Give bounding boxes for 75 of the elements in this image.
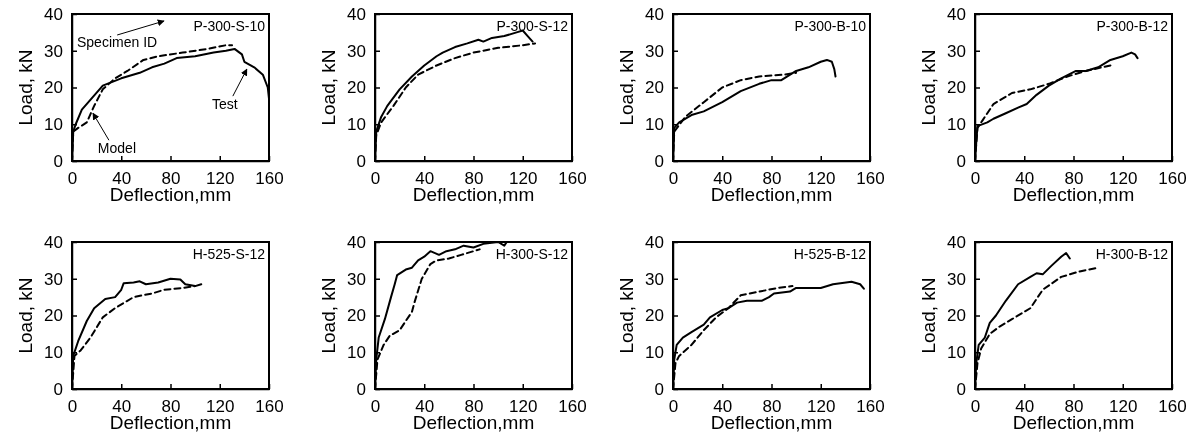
y-tick-label: 10: [44, 343, 63, 363]
y-tick-label: 30: [347, 41, 366, 61]
y-tick-label: 20: [347, 78, 366, 98]
chart-title: P-300-B-12: [1096, 18, 1169, 34]
x-tick-label: 160: [558, 397, 587, 417]
y-tick-label: 20: [44, 306, 63, 326]
y-axis-title: Load, kN: [15, 277, 36, 354]
y-tick-label: 20: [645, 306, 664, 326]
annotation: Specimen ID: [77, 34, 158, 50]
y-tick-label: 10: [645, 343, 664, 363]
y-tick-label: 10: [947, 343, 966, 363]
x-tick-label: 0: [668, 169, 679, 189]
y-tick-label: 20: [347, 306, 366, 326]
x-tick-label: 160: [1158, 397, 1187, 417]
y-tick-label: 0: [53, 151, 63, 171]
y-tick-label: 10: [645, 115, 664, 135]
y-tick-label: 40: [44, 4, 63, 24]
y-tick-label: 30: [44, 269, 63, 289]
y-axis-title: Load, kN: [318, 49, 339, 126]
chart-title: P-300-B-10: [794, 18, 867, 34]
y-axis-title: Load, kN: [318, 277, 339, 354]
x-tick-label: 0: [67, 397, 78, 417]
x-tick-label: 160: [856, 169, 885, 189]
y-tick-label: 40: [947, 4, 966, 24]
y-tick-label: 10: [44, 115, 63, 135]
y-tick-label: 0: [356, 151, 366, 171]
x-tick-label: 0: [970, 397, 981, 417]
y-axis-title: Load, kN: [616, 49, 637, 126]
x-tick-label: 160: [1158, 169, 1187, 189]
chart-title: H-300-B-12: [1095, 246, 1169, 262]
x-tick-label: 0: [370, 397, 381, 417]
y-tick-label: 0: [654, 151, 664, 171]
y-tick-label: 0: [53, 379, 63, 399]
chart-title: P-300-S-10: [193, 18, 266, 34]
y-tick-label: 0: [654, 379, 664, 399]
chart-title: H-525-S-12: [192, 246, 266, 262]
x-tick-label: 160: [255, 169, 284, 189]
y-tick-label: 0: [956, 379, 966, 399]
y-tick-label: 30: [645, 41, 664, 61]
y-tick-label: 40: [347, 4, 366, 24]
y-tick-label: 0: [956, 151, 966, 171]
x-tick-label: 160: [255, 397, 284, 417]
chart-title: H-300-S-12: [495, 246, 569, 262]
y-tick-label: 20: [947, 78, 966, 98]
annotation: Model: [97, 140, 136, 157]
y-tick-label: 40: [44, 232, 63, 252]
y-axis-title: Load, kN: [15, 49, 36, 126]
y-tick-label: 40: [645, 232, 664, 252]
y-tick-label: 30: [347, 269, 366, 289]
y-tick-label: 30: [44, 41, 63, 61]
x-tick-label: 160: [856, 397, 885, 417]
chart-title: H-525-B-12: [793, 246, 867, 262]
x-tick-label: 160: [558, 169, 587, 189]
y-tick-label: 30: [645, 269, 664, 289]
y-tick-label: 20: [44, 78, 63, 98]
y-tick-label: 30: [947, 41, 966, 61]
y-tick-label: 10: [947, 115, 966, 135]
y-tick-label: 10: [347, 343, 366, 363]
y-tick-label: 30: [947, 269, 966, 289]
x-tick-label: 0: [668, 397, 679, 417]
x-tick-label: 0: [67, 169, 78, 189]
x-tick-label: 0: [970, 169, 981, 189]
y-tick-label: 40: [645, 4, 664, 24]
y-axis-title: Load, kN: [616, 277, 637, 354]
y-axis-title: Load, kN: [918, 277, 939, 354]
y-tick-label: 20: [645, 78, 664, 98]
x-tick-label: 0: [370, 169, 381, 189]
y-axis-title: Load, kN: [918, 49, 939, 126]
y-tick-label: 40: [947, 232, 966, 252]
chart-title: P-300-S-12: [496, 18, 569, 34]
y-tick-label: 20: [947, 306, 966, 326]
annotation: Test: [211, 96, 238, 113]
y-tick-label: 40: [347, 232, 366, 252]
y-tick-label: 0: [356, 379, 366, 399]
y-tick-label: 10: [347, 115, 366, 135]
